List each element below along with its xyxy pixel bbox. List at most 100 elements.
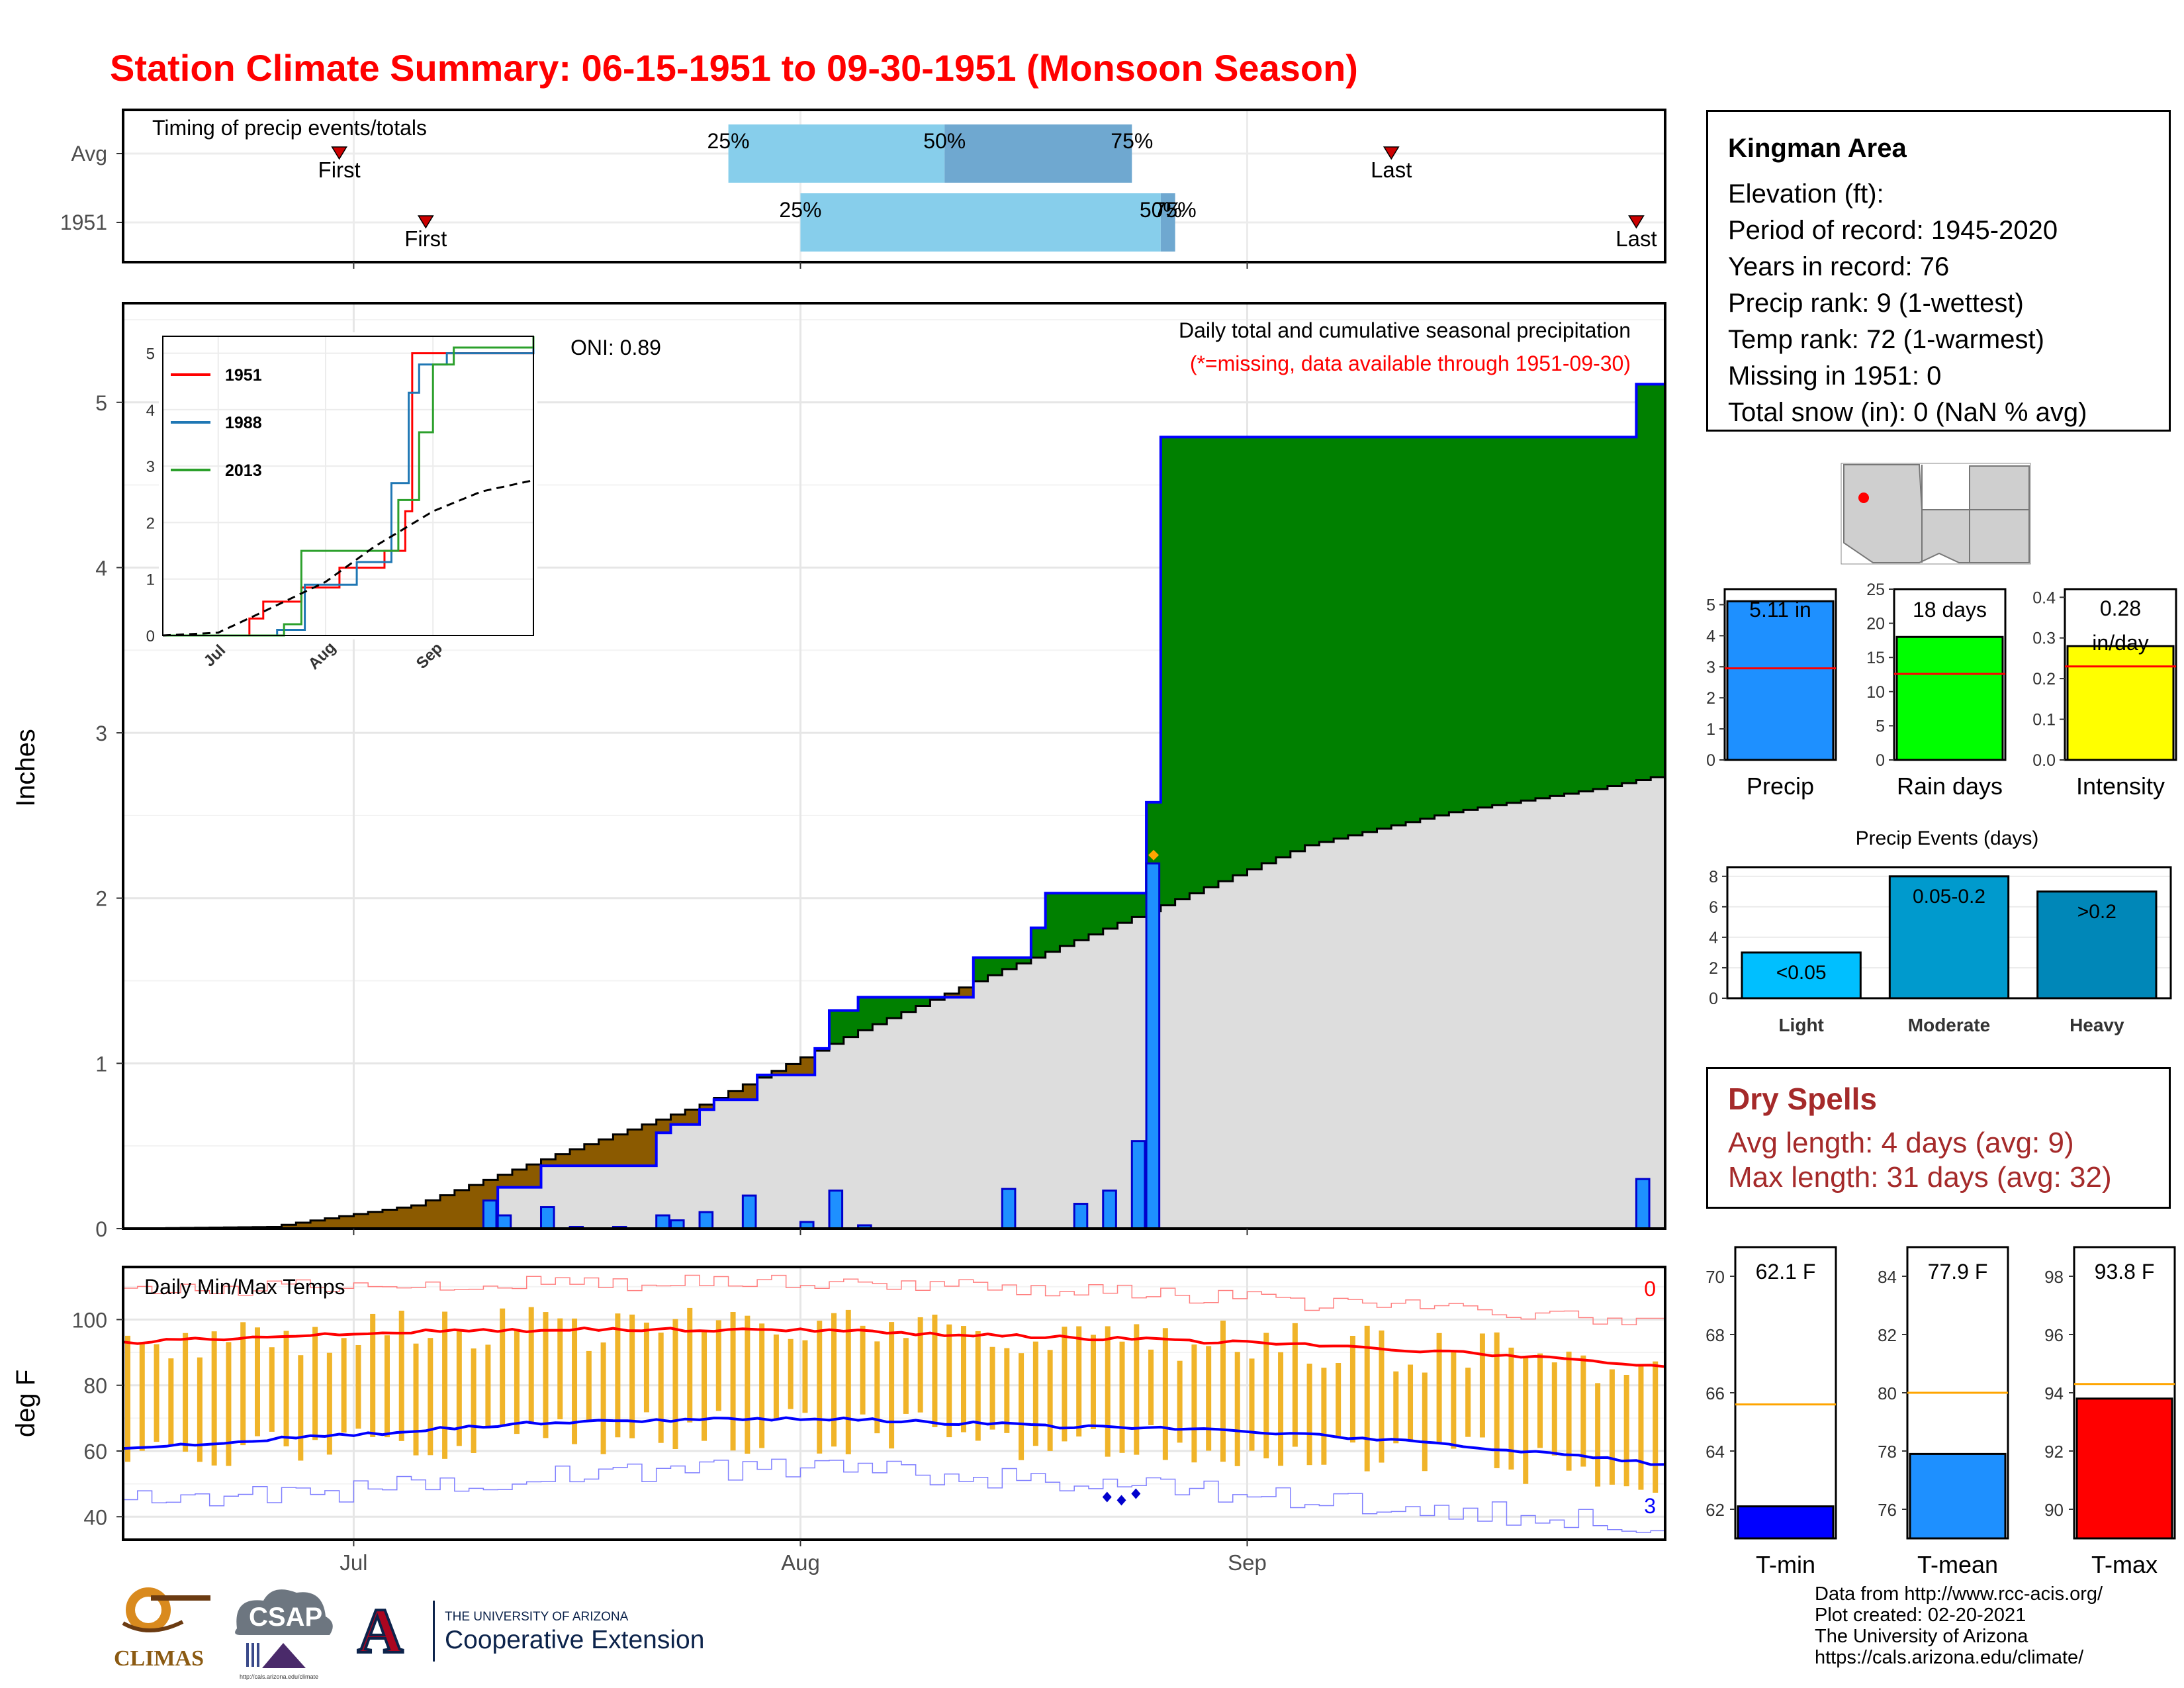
avg-cumulative-area [123,774,1665,1229]
daily-temp-bar [1263,1333,1269,1459]
timing-row-label: 1951 [60,211,107,234]
climas-wordmark: CLIMAS [114,1646,204,1671]
temp-summary-tick-label: 98 [2044,1267,2064,1287]
timing-bar-25-50 [800,193,1161,252]
first-event-marker [417,215,434,229]
daily-temp-bar [1494,1332,1500,1468]
daily-temp-bar [1523,1358,1529,1484]
month-axis-label: Aug [781,1550,820,1575]
daily-temp-bar [341,1338,347,1433]
daily-temp-bar [773,1335,779,1421]
mini-chart-tick-label: 0 [1706,751,1715,770]
events-tick-label: 4 [1709,929,1718,947]
surplus-area [757,384,1665,1078]
daily-temp-bar [687,1307,693,1423]
mini-chart-category-label: Rain days [1897,773,2003,800]
daily-temp-bar [1292,1323,1298,1447]
temps-panel-title: Daily Min/Max Temps [144,1275,345,1299]
daily-temp-bar [211,1331,217,1466]
daily-temp-bar [240,1322,246,1446]
mini-chart-tick-label: 15 [1866,649,1885,667]
daily-temp-bar [1249,1358,1255,1451]
ua-name: THE UNIVERSITY OF ARIZONA [445,1610,629,1624]
daily-temp-bar [960,1326,966,1432]
inset-series-2013 [163,336,535,637]
daily-temp-bar [1623,1374,1629,1487]
inset-series-1988 [163,342,535,637]
daily-temp-bar [831,1313,837,1447]
record-min-line [123,1458,1666,1533]
inset-bg [159,332,537,639]
daily-temp-bar [1234,1352,1240,1466]
temps-y-tick-label: 60 [83,1440,107,1464]
oni-label: ONI: 0.89 [570,336,661,359]
daily-temp-bar [168,1358,174,1445]
daily-temp-bar [1393,1371,1399,1444]
daily-precip-bar [1001,1188,1017,1230]
events-bar-label: <0.05 [1776,962,1827,984]
inset-legend-label: 1951 [225,366,262,385]
timing-panel-frame [122,109,1666,263]
last-event-marker [1628,215,1645,229]
daily-temp-bar [643,1323,649,1413]
daily-temp-bar [1032,1341,1038,1446]
events-category-label: Light [1778,1015,1823,1035]
daily-temp-bar [629,1314,635,1438]
temp-summary-tick-label: 62 [1706,1500,1725,1520]
daily-temp-bar [572,1318,578,1444]
daily-precip-bar [539,1206,555,1230]
mini-chart-value-label: 18 days [1913,598,1987,622]
station-years: Years in record: 76 [1728,252,1950,281]
daily-temp-bar [125,1335,130,1462]
daily-temp-bar [1638,1366,1644,1490]
daily-temp-bar [975,1331,981,1441]
daily-temp-bar [154,1344,159,1442]
daily-temp-bar [1191,1344,1197,1463]
daily-temp-bar [1508,1347,1514,1470]
temp-summary-bar-t-mean [1909,1452,2007,1540]
timing-p75-label: 75% [1154,198,1197,222]
temp-summary-tick-label: 84 [1878,1267,1897,1287]
station-location-marker [1858,492,1869,503]
daily-temp-bar [298,1355,304,1461]
daily-temp-bar [1019,1353,1024,1460]
daily-temp-bar [1451,1352,1457,1449]
daily-precip-bar [698,1211,714,1230]
temp-summary-category-label: T-min [1756,1551,1815,1578]
main-y-tick-label: 0 [95,1217,107,1241]
temps-panel-frame [122,1266,1666,1541]
daily-temp-bar [1134,1324,1140,1455]
temp-summary-bar-t-max [2075,1397,2173,1540]
mini-chart-value-unit: in/day [2092,631,2148,655]
station-name: Kingman Area [1728,134,1907,163]
daily-temp-bar [1076,1326,1082,1437]
daily-temp-bar [1105,1326,1111,1457]
daily-temp-bar [1551,1362,1557,1456]
temp-summary-category-label: T-max [2091,1551,2158,1578]
daily-temp-bar [702,1330,707,1441]
timing-bar-50-75 [944,124,1132,183]
daily-temp-bar [1465,1368,1471,1437]
temp-summary-bar-t-min [1737,1505,1835,1540]
daily-temp-bar [932,1314,938,1428]
daily-temp-bar [1062,1327,1068,1442]
daily-temp-bar [1336,1363,1342,1436]
events-bar-moderate [1888,875,2010,1000]
temp-summary-tick-label: 64 [1706,1442,1725,1462]
station-elevation: Elevation (ft): [1728,179,1884,209]
daily-temp-bar [183,1333,189,1452]
timing-p25-label: 25% [779,198,821,222]
ua-extension: Cooperative Extension [445,1626,704,1654]
daily-temp-bar [802,1340,808,1413]
missing-data-note: (*=missing, data available through 1951-… [1190,352,1631,375]
timing-panel-title: Timing of precip events/totals [152,116,427,140]
record-low-marker [1116,1495,1126,1506]
temp-summary-tick-label: 94 [2044,1383,2064,1403]
mini-chart-tick-label: 0 [1876,751,1885,770]
daily-temp-bar [370,1313,376,1437]
first-event-marker [331,146,347,160]
daily-temp-bar [1408,1364,1414,1440]
logos-strip: CLIMAS CSAP http://cals.arizona.edu/clim… [114,1587,704,1680]
events-tick-label: 2 [1709,959,1718,978]
